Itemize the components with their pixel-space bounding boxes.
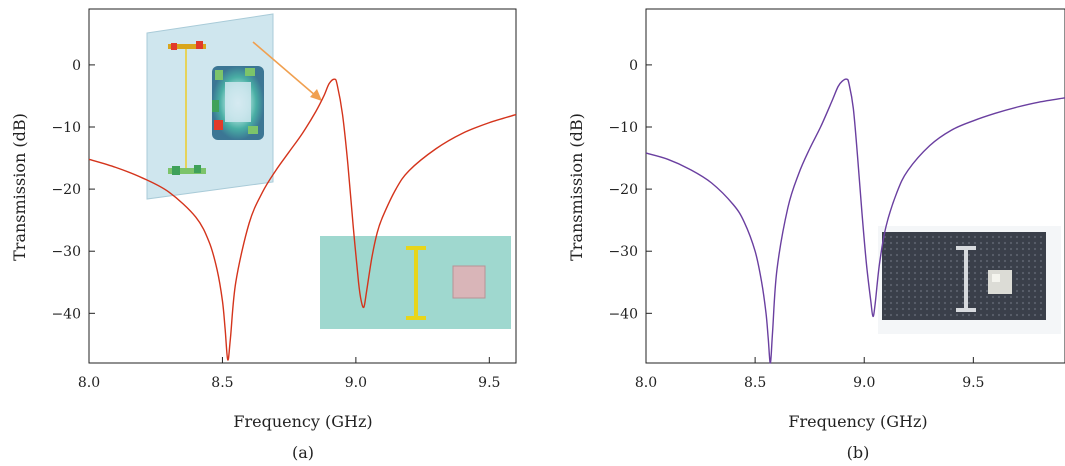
sample-photo-inset	[878, 226, 1061, 334]
y-tick-label: −40	[608, 306, 638, 322]
x-axis-title-b: Frequency (GHz)	[788, 412, 927, 431]
panel-label-a: (a)	[292, 443, 314, 462]
transmission-curve-b	[645, 78, 1065, 364]
y-tick-label: −10	[51, 120, 81, 136]
y-tick-label: −30	[51, 244, 81, 260]
x-tick-label: 8.5	[211, 375, 233, 391]
x-tick-label: 9.0	[853, 375, 875, 391]
x-axis-title-a: Frequency (GHz)	[233, 412, 372, 431]
ticks-a	[88, 64, 490, 363]
x-tick-label: 8.0	[78, 375, 100, 391]
plot-frame-b	[645, 8, 1065, 364]
x-tick-label: 9.0	[345, 375, 367, 391]
annotation-arrow	[252, 41, 322, 101]
panel-label-b: (b)	[847, 443, 870, 462]
i-resonator-field	[168, 41, 206, 175]
x-tick-labels-a: 8.0 8.5 9.0 9.5	[78, 375, 501, 391]
y-tick-label: 0	[72, 58, 81, 74]
x-tick-label: 8.5	[744, 375, 766, 391]
panel-a: 0 −10 −20 −30 −40 8.0 8.5 9.0 9.5 Frequency (GH…	[10, 8, 517, 462]
ticks-b	[645, 64, 974, 363]
y-tick-labels-a: 0 −10 −20 −30 −40	[51, 58, 81, 322]
panel-b: 0 −10 −20 −30 −40 8.0 8.5 9.0 9.5 Frequency (GH…	[567, 8, 1065, 462]
x-tick-label: 9.5	[478, 375, 500, 391]
y-tick-label: −10	[608, 120, 638, 136]
x-tick-label: 9.5	[962, 375, 984, 391]
y-axis-title-a: Transmission (dB)	[10, 113, 29, 261]
y-tick-label: −40	[51, 306, 81, 322]
y-tick-label: 0	[629, 58, 638, 74]
y-tick-label: −30	[608, 244, 638, 260]
x-tick-label: 8.0	[635, 375, 657, 391]
x-tick-labels-b: 8.0 8.5 9.0 9.5	[635, 375, 985, 391]
plot-frame-a	[88, 8, 517, 364]
inset-substrate	[146, 13, 274, 200]
y-tick-label: −20	[51, 182, 81, 198]
y-axis-title-b: Transmission (dB)	[567, 113, 586, 261]
sample-render-inset	[320, 236, 511, 329]
y-tick-label: −20	[608, 182, 638, 198]
field-distribution-inset	[146, 13, 274, 200]
y-tick-labels-b: 0 −10 −20 −30 −40	[608, 58, 638, 322]
transmission-curve-a	[88, 78, 517, 361]
square-patch-field	[212, 66, 264, 140]
